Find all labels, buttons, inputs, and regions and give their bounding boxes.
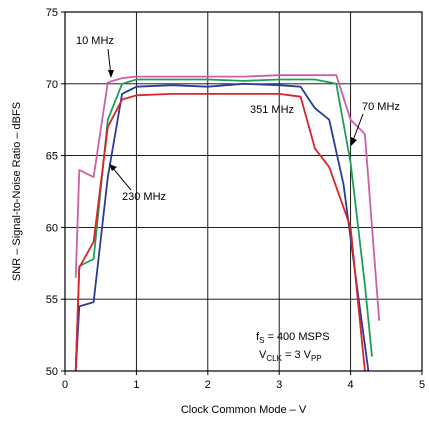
x-tick-label: 2 bbox=[205, 379, 211, 391]
series-layer bbox=[76, 75, 380, 371]
x-axis-title: Clock Common Mode – V bbox=[181, 404, 307, 416]
y-tick-label: 65 bbox=[46, 151, 58, 163]
x-tick-label: 0 bbox=[62, 379, 68, 391]
y-tick-label: 70 bbox=[46, 79, 58, 91]
series-line-351mhz bbox=[76, 94, 365, 371]
annotation-10mhz: 10 MHz bbox=[76, 35, 114, 47]
series-line-70mhz bbox=[76, 80, 372, 372]
y-axis-title: SNR – Signal-to-Noise Ratio – dBFS bbox=[11, 102, 23, 281]
x-tick-label: 4 bbox=[348, 379, 354, 391]
sampling-rate-note: fS = 400 MSPS bbox=[256, 331, 330, 345]
y-tick-label: 55 bbox=[46, 294, 58, 306]
x-tick-label: 1 bbox=[133, 379, 139, 391]
x-tick-label: 3 bbox=[276, 379, 282, 391]
y-tick-label: 50 bbox=[46, 366, 58, 378]
x-tick-label: 5 bbox=[419, 379, 425, 391]
annotation-10mhz-arrow bbox=[108, 70, 114, 78]
annotation-230mhz-leader bbox=[112, 167, 131, 190]
clock-amplitude-note: VCLK = 3 VPP bbox=[259, 349, 322, 363]
annotation-70mhz: 70 MHz bbox=[362, 101, 400, 113]
y-tick-label: 75 bbox=[46, 7, 58, 19]
y-tick-label: 60 bbox=[46, 222, 58, 234]
annotation-351mhz: 351 MHz bbox=[250, 104, 294, 116]
annotation-230mhz: 230 MHz bbox=[122, 191, 166, 203]
